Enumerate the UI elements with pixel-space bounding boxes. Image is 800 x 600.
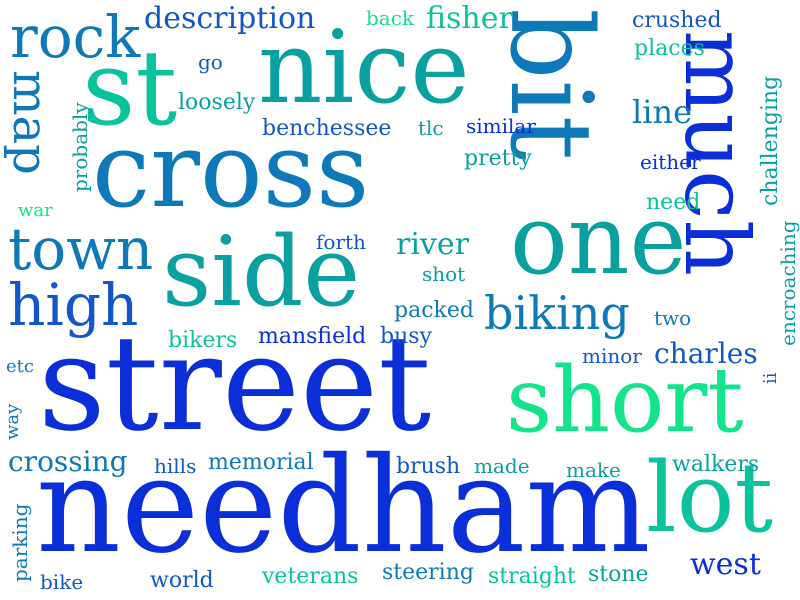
word-description: description <box>144 1 316 36</box>
word-probably: probably <box>68 102 92 192</box>
word-fisher: fisher <box>426 1 513 36</box>
word-way: way <box>2 403 23 440</box>
word-tlc: tlc <box>418 116 444 140</box>
word-world: world <box>150 568 214 593</box>
word-river: river <box>396 227 469 262</box>
word-memorial: memorial <box>208 450 314 475</box>
word-west: west <box>690 547 761 582</box>
word-busy: busy <box>380 324 432 349</box>
word-similar: similar <box>466 114 536 138</box>
word-st: st <box>82 27 178 149</box>
word-nice: nice <box>258 9 470 126</box>
word-map: map <box>2 70 58 175</box>
word-either: either <box>640 150 701 174</box>
word-veterans: veterans <box>262 564 359 589</box>
word-town: town <box>8 215 154 283</box>
word-biking: biking <box>484 286 630 340</box>
word-bikers: bikers <box>168 328 238 353</box>
word-minor: minor <box>582 344 642 368</box>
word-stone: stone <box>588 562 649 587</box>
word-walkers: walkers <box>672 452 760 477</box>
word-places: places <box>634 36 705 61</box>
word-crossing: crossing <box>8 445 128 478</box>
word-one: one <box>510 184 687 296</box>
word-hills: hills <box>154 454 197 478</box>
word-brush: brush <box>396 454 461 479</box>
word-side: side <box>162 216 361 328</box>
word-packed: packed <box>394 298 474 323</box>
word-lot: lot <box>646 442 774 554</box>
word-pretty: pretty <box>464 146 532 171</box>
word-shot: shot <box>422 262 466 286</box>
word-loosely: loosely <box>178 90 256 115</box>
word-steering: steering <box>382 560 474 585</box>
word-street: street <box>38 307 432 461</box>
word-cross: cross <box>92 109 370 231</box>
word-make: make <box>566 458 621 482</box>
word-need: need <box>646 190 701 215</box>
word-challenging: challenging <box>758 75 783 206</box>
word-ii: ii <box>760 372 781 384</box>
word-go: go <box>198 50 223 74</box>
word-benchessee: benchessee <box>262 116 392 141</box>
word-needham: needham <box>36 429 651 583</box>
word-high: high <box>8 271 139 339</box>
word-etc: etc <box>6 356 34 377</box>
word-forth: forth <box>316 230 366 254</box>
word-bike: bike <box>40 570 84 594</box>
word-rock: rock <box>10 3 141 71</box>
word-made: made <box>474 454 530 478</box>
word-parking: parking <box>8 503 32 583</box>
word-mansfield: mansfield <box>258 324 367 349</box>
word-back: back <box>366 6 415 30</box>
word-two: two <box>654 306 692 330</box>
word-short: short <box>506 348 744 453</box>
word-war: war <box>18 200 53 221</box>
word-encroaching: encroaching <box>776 220 800 346</box>
word-line: line <box>632 93 693 131</box>
word-charles: charles <box>654 337 758 370</box>
word-crushed: crushed <box>632 8 722 33</box>
word-straight: straight <box>488 564 576 589</box>
